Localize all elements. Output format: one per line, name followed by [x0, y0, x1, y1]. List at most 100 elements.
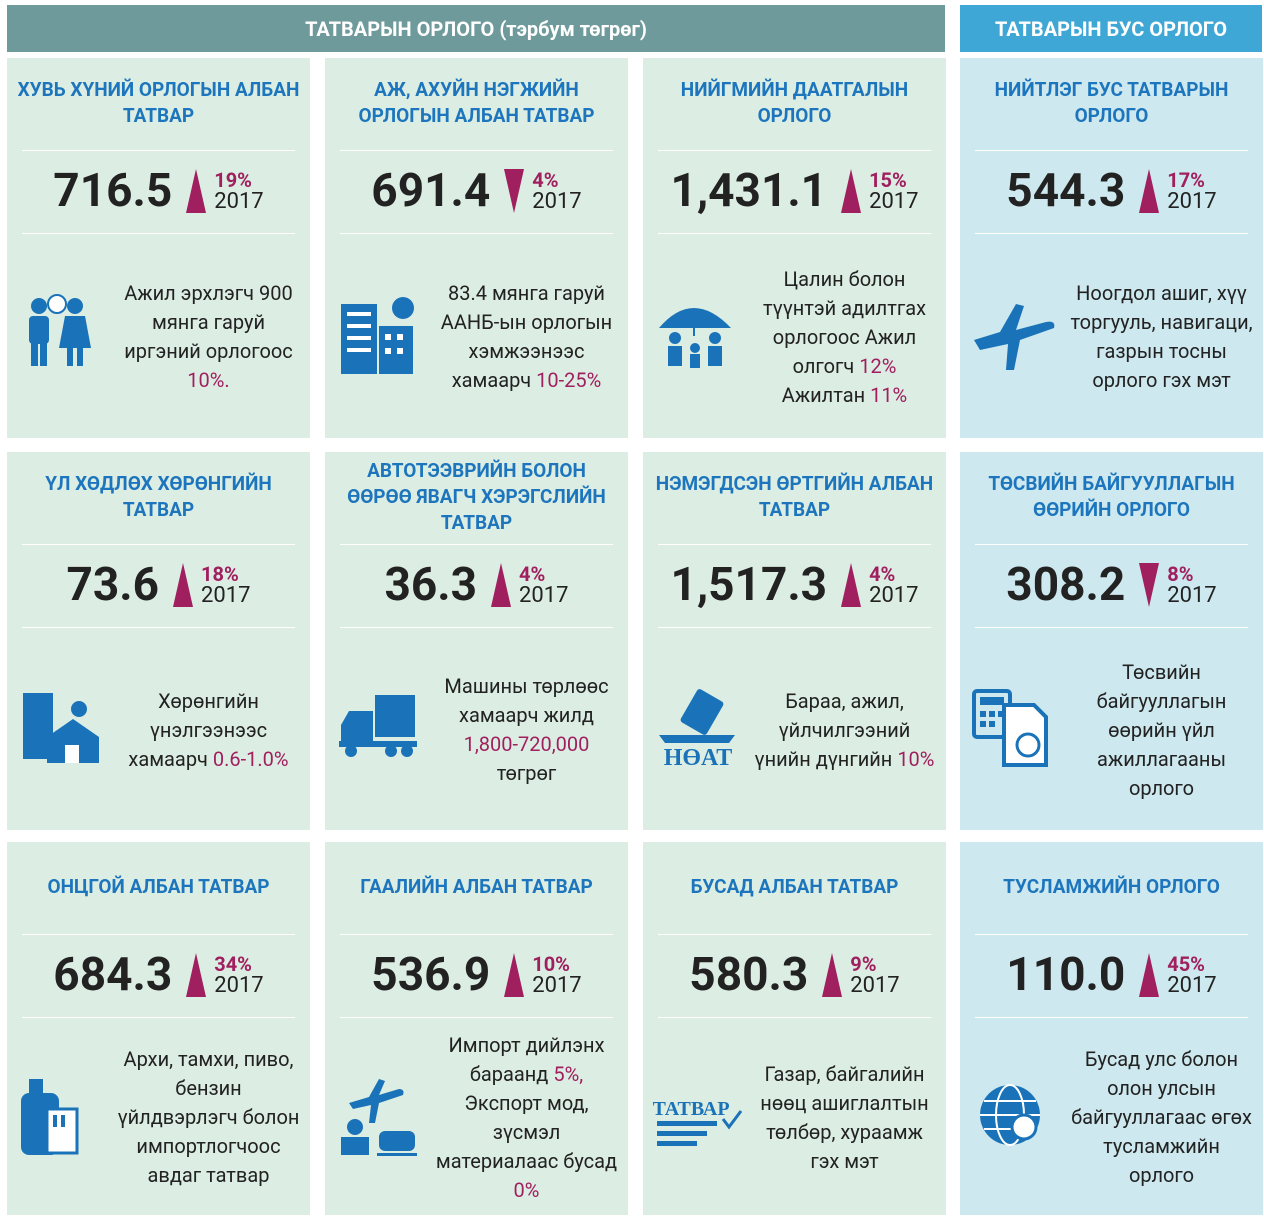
year: 2017: [869, 583, 919, 608]
card-body: Ноогдол ашиг, хүү торгууль, навигаци, га…: [960, 236, 1263, 438]
card-title: НИЙГМИЙН ДААТГАЛЫН ОРЛОГО: [680, 78, 909, 127]
change: 4% 2017: [532, 169, 581, 213]
description-accent: 1,800-720,000: [463, 732, 590, 756]
year: 2017: [1167, 189, 1217, 214]
card: АЖ, АХУЙН НЭГЖИЙН ОРЛОГЫН АЛБАН ТАТВАР 69…: [325, 58, 628, 438]
description-text: Хөрөнгийн үнэлгээнээс хамаарч: [128, 688, 268, 771]
icon: ТАТВАР: [643, 1073, 753, 1163]
arrow-up: [186, 169, 207, 213]
card: ОНЦГОЙ АЛБАН ТАТВАР 684.3 34% 2017 Архи, там…: [7, 842, 310, 1215]
description: Бараа, ажил, үйлчилгээний үнийн дүнгийн …: [753, 687, 946, 774]
value: 544.3: [1006, 164, 1126, 218]
separator: [340, 1017, 613, 1018]
icon: [325, 685, 435, 775]
icon-vat: НӨАТ: [659, 689, 735, 771]
separator: [22, 150, 295, 151]
description: Импорт дийлэнх бараанд 5%, Экспорт мод, …: [435, 1031, 628, 1205]
separator: [658, 934, 931, 935]
icon: [325, 1073, 435, 1163]
icon-truck: [339, 695, 417, 757]
arrow-up: [841, 563, 862, 607]
change: 45% 2017: [1167, 953, 1216, 997]
separator: [22, 934, 295, 935]
description-text: Ноогдол ашиг, хүү торгууль, навигаци, га…: [1070, 281, 1253, 392]
separator: [658, 150, 931, 151]
card-title: АЖ, АХУЙН НЭГЖИЙН ОРЛОГЫН АЛБАН ТАТВАР: [358, 78, 595, 127]
card: НЭМЭГДСЭН ӨРТГИЙН АЛБАН ТАТВАР 1,517.3 4% 2…: [643, 452, 946, 830]
card: ҮЛ ХӨДЛӨХ ХӨРӨНГИЙН ТАТВАР 73.6 18% 2017 Хөр…: [7, 452, 310, 830]
arrow-up: [841, 169, 862, 213]
card: АВТОТЭЭВРИЙН БОЛОН ӨӨРӨӨ ЯВАГЧ ХЭРЭГСЛИЙ…: [325, 452, 628, 830]
value: 1,517.3: [670, 558, 828, 612]
change: 18% 2017: [201, 563, 250, 607]
value: 36.3: [384, 558, 478, 612]
change-percent: 34%: [214, 952, 252, 976]
card-body: Архи, тамхи, пиво, бензин үйлдвэрлэгч бо…: [7, 1020, 310, 1215]
separator: [658, 1017, 931, 1018]
value-row: 580.3 9% 2017: [643, 934, 946, 1016]
card-title: ГААЛИЙН АЛБАН ТАТВАР: [360, 875, 593, 898]
icon: [7, 685, 117, 775]
value-row: 716.5 19% 2017: [7, 150, 310, 232]
card: ГААЛИЙН АЛБАН ТАТВАР 536.9 10% 2017 Импорт д…: [325, 842, 628, 1215]
tax-header: ТАТВАРЫН ОРЛОГО (тэрбум төгрөг): [7, 5, 945, 52]
arrow-up: [173, 563, 194, 607]
description-accent: 10-25%: [536, 368, 602, 392]
card-body: Цалин болон түүнтэй адилтгах орлогоос Аж…: [643, 236, 946, 438]
separator: [22, 233, 295, 234]
change-percent: 4%: [532, 168, 559, 192]
card-body: Ажил эрхлэгч 900 мянга гаруй иргэний орл…: [7, 236, 310, 438]
description: 83.4 мянга гаруй ААНБ-ын орлогын хэмжээн…: [435, 279, 628, 395]
description-text: Цалин болон түүнтэй адилтгах орлогоос Аж…: [762, 266, 927, 378]
card-title: НИЙТЛЭГ БУС ТАТВАРЫН ОРЛОГО: [994, 78, 1229, 127]
card-body: НӨАТ Бараа, ажил, үйлчилгээний үнийн дүнг…: [643, 630, 946, 830]
arrow-up: [822, 953, 843, 997]
separator: [658, 544, 931, 545]
year: 2017: [1167, 973, 1217, 998]
year: 2017: [214, 189, 264, 214]
description-text: Импорт дийлэнх бараанд: [448, 1032, 605, 1086]
year: 2017: [532, 189, 582, 214]
icon: [7, 1073, 117, 1163]
change: 8% 2017: [1167, 563, 1216, 607]
description-text: Архи, тамхи, пиво, бензин үйлдвэрлэгч бо…: [117, 1047, 300, 1187]
separator: [340, 544, 613, 545]
separator: [975, 544, 1248, 545]
icon-house: [23, 693, 99, 763]
icon: [960, 685, 1070, 775]
value-row: 536.9 10% 2017: [325, 934, 628, 1016]
value: 684.3: [53, 948, 173, 1002]
value-row: 691.4 4% 2017: [325, 150, 628, 232]
card-body: Машины төрлөөс хамаарч жилд 1,800-720,00…: [325, 630, 628, 830]
description-text: Ажил эрхлэгч 900 мянга гаруй иргэний орл…: [124, 281, 293, 363]
card-title: ҮЛ ХӨДЛӨХ ХӨРӨНГИЙН ТАТВАР: [45, 472, 272, 521]
icon-text: ТАТВАР: [653, 1098, 743, 1146]
icon-bottle: [21, 1078, 79, 1155]
value: 308.2: [1006, 558, 1126, 612]
change-percent: 17%: [1167, 168, 1205, 192]
value-row: 1,517.3 4% 2017: [643, 544, 946, 626]
card-title: БУСАД АЛБАН ТАТВАР: [690, 875, 899, 898]
card: ХУВЬ ХҮНИЙ ОРЛОГЫН АЛБАН ТАТВАР 716.5 19% 2…: [7, 58, 310, 438]
change-percent: 8%: [1167, 562, 1194, 586]
change: 9% 2017: [850, 953, 899, 997]
change-percent: 19%: [214, 168, 252, 192]
change-percent: 15%: [869, 168, 907, 192]
change-percent: 9%: [850, 952, 877, 976]
icon-text: НӨАТ: [664, 745, 733, 771]
value: 73.6: [66, 558, 160, 612]
year: 2017: [532, 973, 582, 998]
card-body: Бусад улс болон олон улсын байгууллагаас…: [960, 1020, 1263, 1215]
change-percent: 10%: [532, 952, 570, 976]
description: Газар, байгалийн нөөц ашиглалтын төлбөр,…: [753, 1060, 946, 1176]
description: Машины төрлөөс хамаарч жилд 1,800-720,00…: [435, 672, 628, 788]
card-title: НЭМЭГДСЭН ӨРТГИЙН АЛБАН ТАТВАР: [655, 472, 934, 521]
separator: [340, 233, 613, 234]
value: 536.9: [371, 948, 491, 1002]
card-title: ТУСЛАМЖИЙН ОРЛОГО: [1003, 875, 1220, 898]
change: 15% 2017: [869, 169, 918, 213]
separator: [340, 627, 613, 628]
separator: [975, 934, 1248, 935]
icon-globe: [980, 1083, 1040, 1146]
value-row: 73.6 18% 2017: [7, 544, 310, 626]
